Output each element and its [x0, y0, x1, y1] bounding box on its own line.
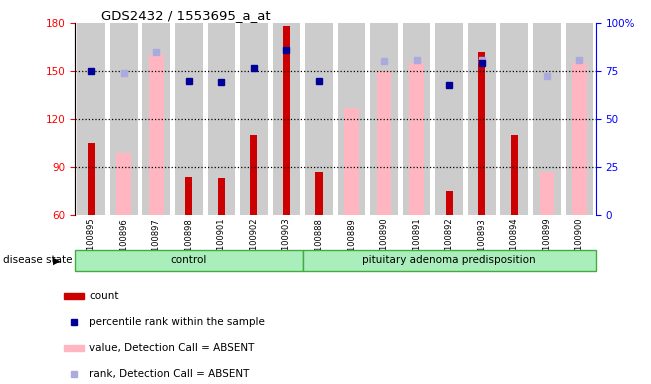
Bar	[117, 153, 131, 215]
Text: control: control	[171, 255, 207, 265]
Bar	[208, 23, 235, 215]
Bar	[511, 135, 518, 215]
Bar	[566, 23, 593, 215]
Bar	[77, 23, 105, 215]
Text: count: count	[89, 291, 119, 301]
Text: disease state: disease state	[3, 255, 73, 265]
Text: ▶: ▶	[53, 255, 61, 265]
Text: pituitary adenoma predisposition: pituitary adenoma predisposition	[363, 255, 536, 265]
Bar	[540, 172, 554, 215]
Bar	[436, 23, 463, 215]
Bar	[572, 63, 587, 215]
Bar	[149, 55, 163, 215]
Text: GDS2432 / 1553695_a_at: GDS2432 / 1553695_a_at	[101, 9, 271, 22]
Bar	[533, 23, 561, 215]
Bar	[186, 177, 193, 215]
Bar	[75, 250, 303, 271]
Bar	[445, 191, 453, 215]
Bar	[87, 143, 95, 215]
Bar	[64, 293, 84, 299]
Bar	[316, 172, 323, 215]
Bar	[409, 63, 424, 215]
Bar	[303, 250, 596, 271]
Bar	[377, 71, 391, 215]
Bar	[64, 344, 84, 351]
Bar	[468, 23, 495, 215]
Text: value, Detection Call = ABSENT: value, Detection Call = ABSENT	[89, 343, 255, 353]
Bar	[478, 52, 486, 215]
Bar	[403, 23, 430, 215]
Text: rank, Detection Call = ABSENT: rank, Detection Call = ABSENT	[89, 369, 250, 379]
Bar	[143, 23, 170, 215]
Bar	[344, 108, 359, 215]
Bar	[273, 23, 300, 215]
Bar	[110, 23, 137, 215]
Bar	[240, 23, 268, 215]
Bar	[251, 135, 258, 215]
Bar	[175, 23, 202, 215]
Bar	[370, 23, 398, 215]
Bar	[218, 178, 225, 215]
Bar	[501, 23, 528, 215]
Bar	[338, 23, 365, 215]
Bar	[305, 23, 333, 215]
Text: percentile rank within the sample: percentile rank within the sample	[89, 317, 265, 327]
Bar	[283, 26, 290, 215]
